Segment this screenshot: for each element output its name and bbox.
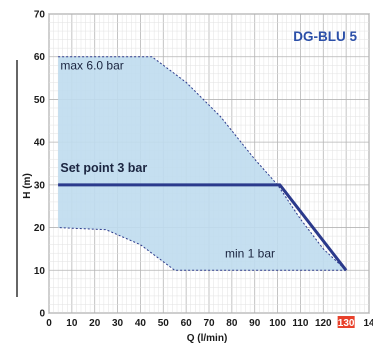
x-tick-label: 20 xyxy=(89,318,101,329)
x-tick-label: 40 xyxy=(135,318,147,329)
y-axis-title: H (m) xyxy=(22,173,33,199)
x-tick-label: 14 xyxy=(363,318,373,329)
x-tick-label: 0 xyxy=(46,318,52,329)
x-axis-title: Q (l/min) xyxy=(187,333,228,344)
y-tick-label: 40 xyxy=(34,138,46,149)
max-pressure-curve xyxy=(58,56,347,271)
x-tick-label: 30 xyxy=(112,318,124,329)
x-tick-label: 80 xyxy=(226,318,238,329)
x-tick-highlight xyxy=(337,316,355,328)
min-pressure-label: min 1 bar xyxy=(225,247,275,261)
x-tick-label: 120 xyxy=(315,318,332,329)
y-tick-label: 70 xyxy=(34,10,46,21)
setpoint-label: Set point 3 bar xyxy=(60,161,147,175)
y-axis-ticks: 0 10 20 30 40 50 60 70 xyxy=(34,10,46,320)
x-axis-ticks: 0 10 20 30 40 50 60 70 80 90 100 110 120 130 14 xyxy=(46,316,373,329)
x-tick-label: 50 xyxy=(158,318,170,329)
y-tick-label: 0 xyxy=(39,309,45,320)
operating-area xyxy=(58,56,347,271)
chart-title: DG-BLU 5 xyxy=(293,29,357,44)
x-tick-label: 60 xyxy=(181,318,193,329)
y-tick-label: 50 xyxy=(34,95,46,106)
max-pressure-label: max 6.0 bar xyxy=(60,59,123,73)
y-tick-label: 30 xyxy=(34,180,46,191)
x-tick-label: 130 xyxy=(338,318,355,329)
setpoint-line xyxy=(58,183,348,272)
x-tick-label: 90 xyxy=(249,318,261,329)
x-tick-label: 100 xyxy=(269,318,286,329)
x-tick-label: 10 xyxy=(66,318,78,329)
x-tick-label: 70 xyxy=(203,318,215,329)
y-tick-label: 60 xyxy=(34,52,46,63)
x-tick-label: 110 xyxy=(292,318,309,329)
y-tick-label: 20 xyxy=(34,223,46,234)
y-tick-label: 10 xyxy=(34,266,46,277)
